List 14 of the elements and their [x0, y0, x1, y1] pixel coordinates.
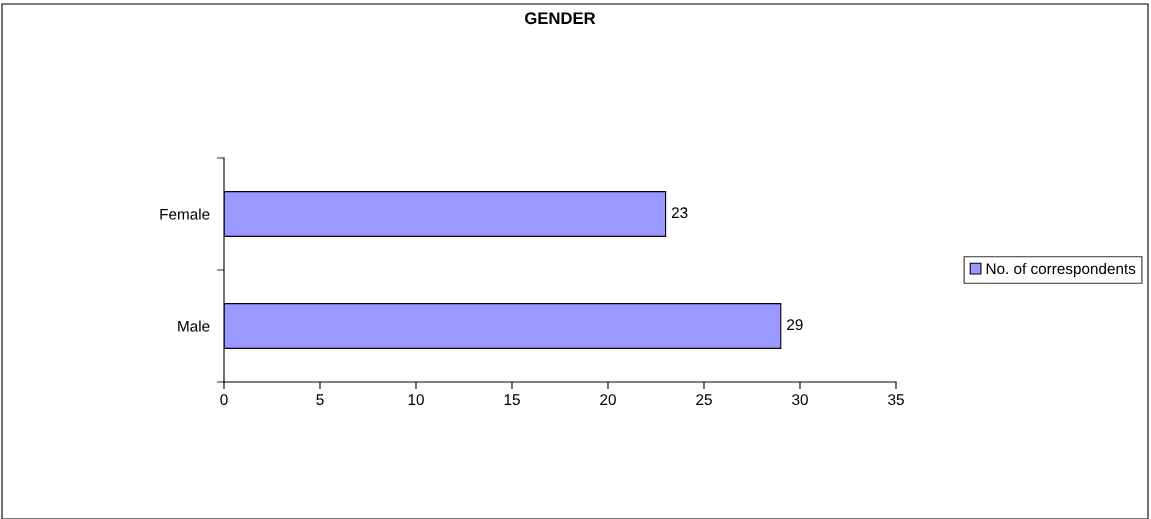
- data-label: 23: [671, 207, 688, 219]
- legend-label: No. of correspondents: [986, 262, 1136, 278]
- x-tick-label: 15: [504, 394, 520, 406]
- x-tick-label: 25: [696, 394, 712, 406]
- chart-title: GENDER: [525, 12, 596, 25]
- x-tick-label: 5: [316, 394, 324, 406]
- x-tick-label: 0: [220, 394, 228, 406]
- y-tick-label: Male: [178, 320, 210, 332]
- x-tick-label: 20: [600, 394, 616, 406]
- x-tick-label: 30: [792, 394, 808, 406]
- data-label: 29: [787, 319, 803, 331]
- x-tick-label: 10: [408, 394, 424, 406]
- x-tick-label: 35: [888, 394, 904, 406]
- y-tick-label: Female: [160, 208, 210, 220]
